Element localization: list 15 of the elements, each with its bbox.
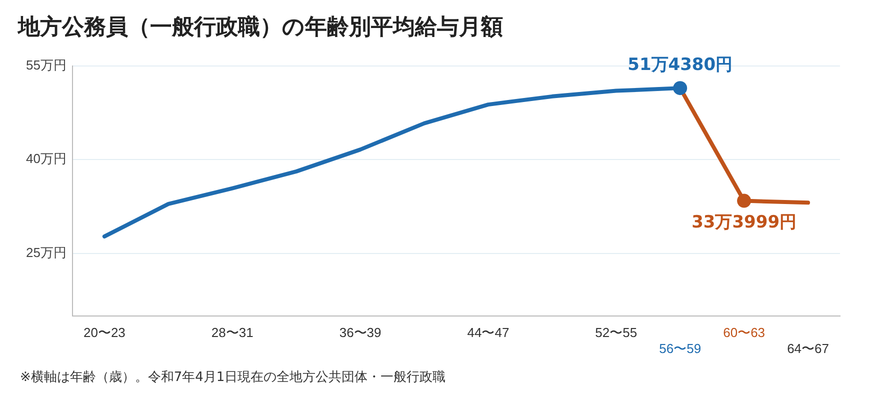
annotation: 51万4380円 <box>628 54 733 75</box>
x-tick-label: 52〜55 <box>595 325 638 340</box>
text: ※横軸は年齢（歳）。令和7年4月1日現在の全地方公共団体・一般行政職 <box>20 369 446 386</box>
x-tick-label: 28〜31 <box>211 325 254 340</box>
y-tick-label: 55万円 <box>26 57 66 72</box>
x-tick-label: 44〜47 <box>467 325 510 340</box>
x-tick-label: 20〜23 <box>83 325 126 340</box>
x-tick-label: 64〜67 <box>787 340 829 356</box>
x-tick-label: 36〜39 <box>339 325 382 340</box>
chart-title: 地方公務員（一般行政職）の年齢別平均給与月額 <box>18 14 503 42</box>
y-tick-label: 25万円 <box>26 244 66 260</box>
y-tick-label: 40万円 <box>26 151 66 166</box>
x-tick-label: 56〜59 <box>659 340 702 356</box>
annotation: 33万3999円 <box>692 212 797 233</box>
x-tick-label: 60〜63 <box>723 325 766 340</box>
